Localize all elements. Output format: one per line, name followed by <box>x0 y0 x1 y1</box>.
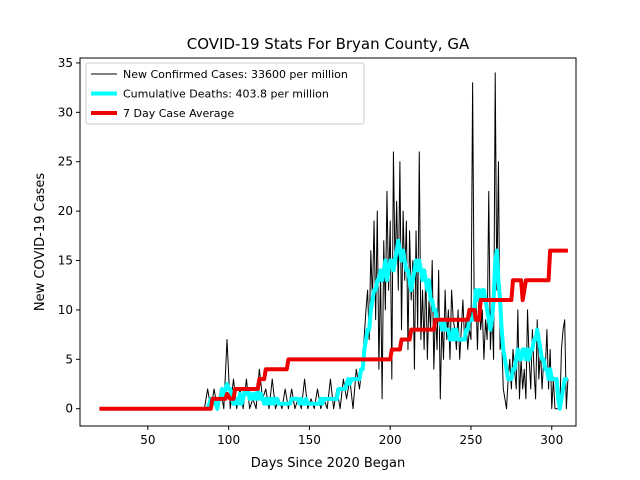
x-axis-label: Days Since 2020 Began <box>251 456 406 471</box>
x-tick-label: 150 <box>298 433 321 447</box>
legend-label-3: 7 Day Case Average <box>123 107 235 120</box>
x-tick-label: 200 <box>379 433 402 447</box>
y-tick-label: 0 <box>65 402 73 416</box>
y-axis-label: New COVID-19 Cases <box>33 173 48 311</box>
legend: New Confirmed Cases: 33600 per million Cu… <box>85 62 365 125</box>
legend-box <box>85 62 365 125</box>
y-tick-label: 10 <box>58 303 73 317</box>
legend-label-1: New Confirmed Cases: 33600 per million <box>123 68 348 81</box>
chart-title: COVID-19 Stats For Bryan County, GA <box>187 35 470 53</box>
y-tick-label: 25 <box>58 155 73 169</box>
x-tick-label: 250 <box>460 433 483 447</box>
x-tick-label: 100 <box>217 433 240 447</box>
y-tick-label: 35 <box>58 56 73 70</box>
legend-label-2: Cumulative Deaths: 403.8 per million <box>123 88 329 101</box>
y-tick-label: 5 <box>65 352 73 366</box>
y-tick-label: 30 <box>58 105 73 119</box>
series-line-3 <box>99 248 568 411</box>
x-axis: 50 100 150 200 250 300 <box>140 426 563 447</box>
x-tick-label: 50 <box>140 433 155 447</box>
y-tick-label: 15 <box>58 254 73 268</box>
x-tick-label: 300 <box>540 433 563 447</box>
y-tick-label: 20 <box>58 204 73 218</box>
series-line-2 <box>205 238 569 411</box>
plot-frame <box>79 57 577 427</box>
y-axis: 0 5 10 15 20 25 30 35 <box>58 56 80 416</box>
